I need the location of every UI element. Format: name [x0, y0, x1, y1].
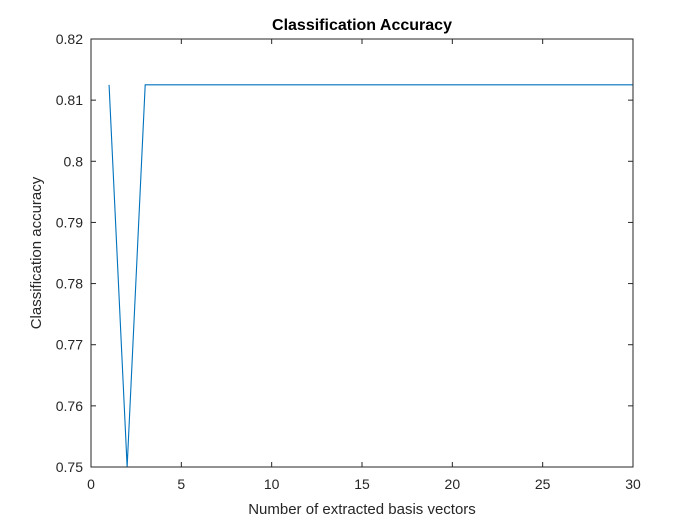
y-tick-label: 0.81	[56, 92, 83, 108]
y-tick-label: 0.76	[56, 398, 83, 414]
series-line-1	[108, 84, 633, 468]
y-axis-label: Classification accuracy	[28, 176, 45, 329]
chart-title: Classification Accuracy	[272, 17, 452, 34]
y-tick-label: 0.8	[64, 153, 84, 169]
x-tick-label: 30	[625, 476, 641, 492]
y-tick-label: 0.82	[56, 31, 83, 47]
x-tick-label: 10	[264, 476, 280, 492]
x-tick-label: 20	[445, 476, 461, 492]
x-axis-label: Number of extracted basis vectors	[248, 501, 476, 518]
x-tick-label: 5	[177, 476, 185, 492]
y-tick-label: 0.77	[56, 337, 83, 353]
plot-area	[91, 39, 633, 467]
ticks-layer: 0 5 10 15 20 25 30 0.75 0.76 0.77 0.78 0.79 0.8 0.81 0…	[56, 31, 641, 492]
x-tick-label: 15	[354, 476, 370, 492]
y-tick-label: 0.78	[56, 276, 83, 292]
y-tick-label: 0.79	[56, 214, 83, 230]
series-layer	[108, 84, 633, 468]
x-tick-label: 25	[535, 476, 551, 492]
x-tick-label: 0	[87, 476, 95, 492]
y-tick-label: 0.75	[56, 459, 83, 475]
